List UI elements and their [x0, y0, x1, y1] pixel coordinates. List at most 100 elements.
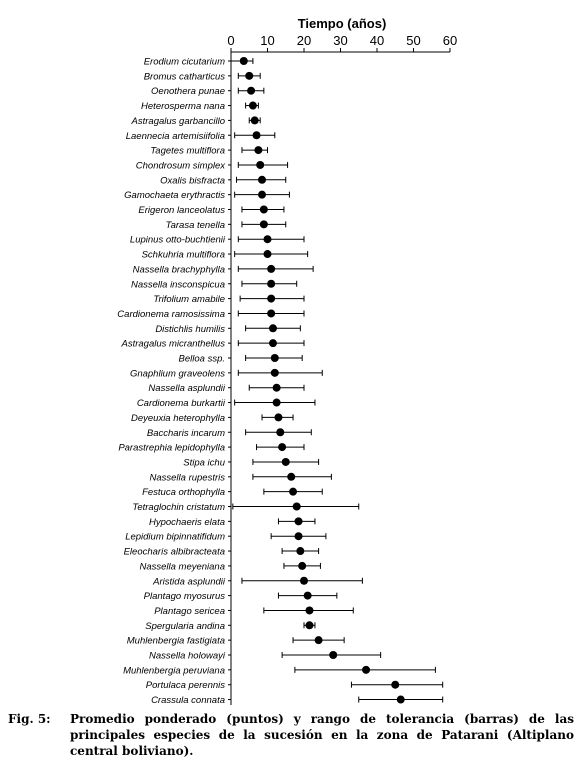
species-label: Lupinus otto-buchtienii — [130, 235, 226, 246]
species-label: Plantago sericea — [154, 606, 225, 617]
x-tick-label: 0 — [227, 33, 234, 48]
mean-point — [314, 636, 323, 645]
mean-point — [270, 354, 279, 362]
mean-point — [268, 339, 277, 348]
mean-point — [300, 576, 308, 585]
x-tick-label: 10 — [260, 33, 274, 48]
caption-label: Fig. 5: — [8, 712, 51, 726]
species-label: Muhlenbergia peruviana — [123, 665, 225, 676]
mean-point — [245, 71, 254, 80]
species-label: Cardionema ramosissima — [117, 309, 225, 320]
mean-point — [239, 57, 248, 65]
species-label: Portulaca perennis — [146, 680, 225, 691]
x-tick-label: 60 — [443, 33, 457, 48]
species-label: Laennecia artemisiifolia — [126, 131, 225, 142]
species-label: Stipa ichu — [183, 457, 225, 468]
mean-point — [258, 175, 267, 184]
species-label: Cardionema burkartii — [137, 398, 226, 409]
species-label: Trifolium amabile — [153, 294, 225, 305]
species-label: Spergularia andina — [145, 621, 225, 632]
species-label: Astragalus garbancillo — [131, 116, 225, 127]
tolerance-bars — [230, 58, 444, 703]
species-label: Baccharis incarum — [147, 428, 225, 439]
species-label: Oenothera punae — [151, 86, 225, 97]
x-tick-label: 30 — [333, 33, 347, 48]
species-label: Chondrosum simplex — [136, 160, 226, 171]
species-label: Gamochaeta erythractis — [124, 190, 225, 201]
mean-point — [272, 383, 281, 392]
mean-point — [396, 695, 405, 704]
mean-point — [267, 294, 276, 303]
species-label: Hypochaeris elata — [149, 517, 225, 528]
species-label: Tarasa tenella — [166, 220, 225, 231]
mean-point — [254, 146, 263, 155]
mean-point — [267, 309, 276, 318]
species-label: Muhlenbergia fastigiata — [127, 636, 225, 647]
x-tick-label: 50 — [406, 33, 420, 48]
species-label: Nassella rupestris — [150, 472, 226, 483]
mean-point — [281, 457, 290, 466]
mean-point — [247, 86, 256, 95]
species-label: Erigeron lanceolatus — [138, 205, 225, 216]
species-label: Astragalus micranthellus — [121, 339, 226, 350]
species-label: Nassella asplundii — [148, 383, 225, 394]
species-labels: Erodium cicutarium Bromus catharticus Oeno… — [117, 57, 231, 705]
x-axis-title: Tiempo (años) — [298, 16, 387, 31]
mean-point — [258, 190, 267, 199]
mean-point — [296, 547, 305, 556]
mean-point — [298, 561, 307, 570]
mean-points — [239, 57, 405, 704]
mean-point — [263, 250, 272, 259]
species-label: Eleocharis albibracteata — [124, 547, 225, 558]
species-label: Tagetes multiflora — [150, 146, 225, 157]
species-label: Gnaphlium graveolens — [130, 368, 225, 379]
mean-point — [252, 131, 261, 140]
species-label: Nassella meyeniana — [139, 561, 225, 572]
mean-point — [287, 472, 296, 481]
species-label: Erodium cicutarium — [144, 57, 225, 68]
mean-point — [272, 398, 281, 407]
mean-point — [391, 680, 400, 689]
mean-point — [305, 621, 314, 630]
species-label: Bromus catharticus — [144, 71, 226, 82]
mean-point — [259, 220, 268, 229]
x-tick-label: 20 — [297, 33, 311, 48]
species-label: Nassella insconspicua — [131, 279, 225, 290]
mean-point — [259, 205, 268, 214]
mean-point — [250, 116, 259, 125]
mean-point — [303, 591, 312, 600]
mean-point — [267, 279, 276, 288]
species-label: Aristida asplundii — [152, 576, 226, 587]
species-label: Parastrephia lepidophylla — [118, 443, 225, 454]
mean-point — [292, 502, 301, 511]
x-axis: 0 10 20 30 40 50 60 — [227, 33, 457, 705]
species-label: Heterosperma nana — [141, 101, 225, 112]
species-label: Festuca orthophylla — [142, 487, 225, 498]
species-label: Crassula connata — [151, 695, 225, 705]
species-label: Tetraglochin cristatum — [132, 502, 225, 513]
species-label: Nassella holowayi — [149, 651, 226, 662]
mean-point — [274, 413, 283, 422]
chart: Tiempo (años) 0 10 20 30 40 50 60 Erodium cicu… — [117, 16, 457, 705]
mean-point — [294, 517, 303, 526]
mean-point — [289, 487, 298, 496]
species-label: Belloa ssp. — [179, 354, 225, 365]
species-label: Deyeuxia heterophylla — [131, 413, 225, 424]
mean-point — [248, 101, 257, 110]
mean-point — [305, 606, 314, 615]
species-label: Nassella brachyphylla — [133, 264, 225, 275]
species-label: Lepidium bipinnatifidum — [125, 532, 225, 543]
mean-point — [278, 443, 287, 452]
mean-point — [276, 428, 285, 437]
species-label: Schkuhria multiflora — [142, 250, 225, 261]
mean-point — [270, 368, 279, 377]
mean-point — [268, 324, 277, 333]
mean-point — [267, 264, 276, 273]
species-label: Distichlis humilis — [155, 324, 225, 335]
x-tick-label: 40 — [370, 33, 384, 48]
mean-point — [263, 235, 272, 244]
mean-point — [256, 160, 265, 169]
mean-point — [329, 651, 338, 659]
species-label: Oxalis bisfracta — [160, 175, 225, 186]
caption-text: Promedio ponderado (puntos) y rango de t… — [70, 712, 574, 758]
